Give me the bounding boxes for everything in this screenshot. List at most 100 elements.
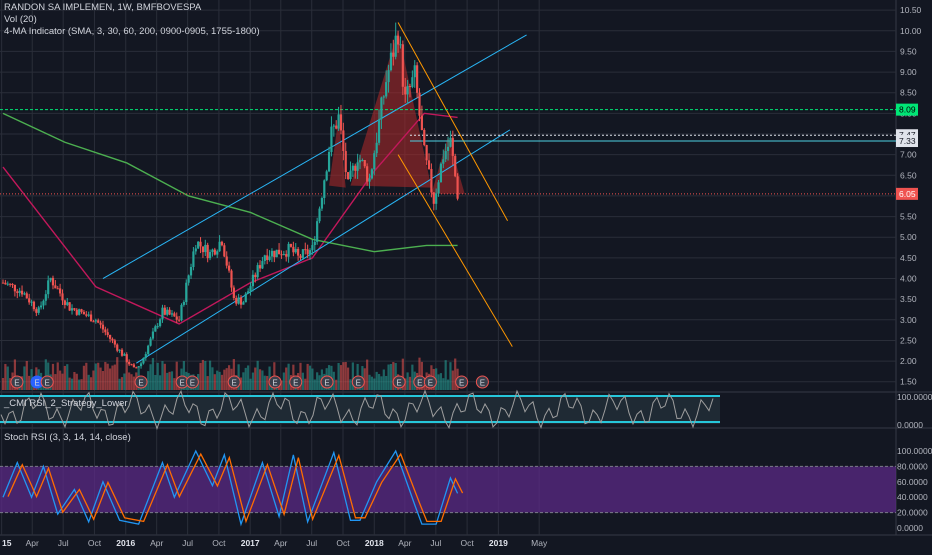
cmi-legend[interactable]: _CMI RSI_2_Strategy_Lower — [4, 398, 128, 409]
price-tick-label: 4.50 — [900, 253, 917, 263]
price-tick-label: 8.50 — [900, 88, 917, 98]
price-tick-label: 9.50 — [900, 46, 917, 56]
time-tick-label: Apr — [150, 538, 163, 548]
candle-body — [142, 358, 145, 364]
candle-body — [268, 256, 271, 260]
time-tick-label: Oct — [460, 538, 474, 548]
volume-bar — [373, 378, 376, 390]
volume-bar — [258, 369, 262, 390]
candle-body — [239, 297, 243, 305]
volume-bar — [59, 370, 62, 390]
candle-body — [166, 309, 169, 315]
volume-bar — [97, 362, 100, 390]
time-tick-label: 2016 — [116, 538, 135, 548]
volume-bar — [385, 375, 388, 390]
volume-bar — [151, 358, 155, 390]
candle-body — [225, 256, 228, 266]
candle-body — [244, 293, 247, 303]
candle-body — [6, 283, 9, 285]
volume-bar — [232, 359, 235, 390]
volume-bar — [404, 378, 407, 390]
earnings-marker-icon: E — [396, 379, 401, 388]
volume-bar — [256, 360, 259, 390]
volume-bar — [147, 371, 150, 390]
stoch-band-fill — [0, 466, 896, 513]
candle-body — [192, 251, 195, 268]
candle-body — [370, 169, 373, 179]
candle-body — [277, 249, 281, 255]
candle-body — [306, 249, 309, 255]
candle-body — [442, 159, 445, 164]
volume-bar — [449, 362, 452, 390]
volume-bar — [347, 367, 350, 390]
candle-body — [28, 298, 31, 303]
candle-body — [356, 162, 359, 171]
stoch-tick-label: 100.0000 — [897, 446, 932, 456]
time-tick-label: 2019 — [489, 538, 508, 548]
time-tick-label: 2017 — [241, 538, 260, 548]
earnings-marker-icon: E — [232, 379, 237, 388]
candle-body — [135, 367, 138, 369]
volume-bar — [261, 370, 264, 390]
downtrend-line-upper — [397, 22, 508, 221]
candle-body — [292, 246, 295, 253]
volume-bar — [1, 378, 5, 390]
candle-body — [56, 288, 59, 290]
candle-body — [101, 324, 105, 330]
volume-bar — [299, 362, 302, 390]
time-tick-label: Oct — [88, 538, 102, 548]
candle-body — [66, 302, 69, 305]
candle-body — [89, 314, 93, 322]
candle-body — [18, 290, 21, 293]
volume-bar — [213, 374, 216, 390]
candle-body — [385, 82, 388, 97]
earnings-marker: E — [455, 375, 469, 389]
volume-bar — [313, 379, 316, 390]
candle-body — [435, 193, 438, 204]
volume-bar — [163, 363, 166, 390]
volume-bar — [132, 376, 135, 390]
volume-bar — [363, 368, 366, 390]
earnings-marker-icon: E — [14, 379, 19, 388]
stoch-legend[interactable]: Stoch RSI (3, 3, 14, 14, close) — [4, 432, 131, 443]
candle-body — [430, 168, 433, 193]
candle-body — [446, 146, 450, 152]
candle-body — [4, 282, 7, 285]
price-label: 8.09 — [899, 105, 916, 115]
volume-bar — [223, 369, 226, 390]
volume-bar — [239, 377, 243, 390]
candle-body — [299, 255, 302, 258]
candle-body — [451, 137, 454, 156]
candle-body — [130, 364, 133, 366]
volume-bar — [254, 367, 257, 390]
volume-legend[interactable]: Vol (20) — [4, 14, 37, 25]
candle-body — [251, 274, 254, 287]
candle-body — [294, 248, 297, 253]
earnings-marker: E — [289, 375, 303, 389]
price-tick-label: 10.00 — [900, 26, 922, 36]
earnings-marker: E — [392, 375, 406, 389]
price-tick-label: 1.50 — [900, 377, 917, 387]
earnings-marker-icon: E — [459, 379, 464, 388]
candle-body — [199, 241, 202, 247]
volume-bar — [442, 378, 445, 390]
stoch-k-line — [2, 449, 459, 527]
volume-bar — [446, 379, 450, 390]
ma-legend[interactable]: 4-MA Indicator (SMA, 3, 30, 60, 200, 090… — [4, 26, 260, 37]
candle-body — [335, 125, 338, 129]
candle-body — [32, 301, 36, 310]
volume-bar — [285, 367, 288, 390]
symbol-title[interactable]: RANDON SA IMPLEMEN, 1W, BMFBOVESPA — [4, 2, 202, 13]
candle-body — [339, 114, 343, 131]
volume-bar — [342, 362, 345, 390]
volume-bar — [418, 357, 421, 390]
downtrend-line-lower — [397, 154, 513, 347]
candle-body — [49, 277, 52, 281]
candle-body — [94, 320, 97, 322]
candle-body — [20, 290, 24, 295]
volume-bar — [437, 374, 440, 390]
candle-body — [375, 142, 378, 154]
earnings-marker: E — [10, 375, 24, 389]
candle-body — [113, 340, 116, 345]
